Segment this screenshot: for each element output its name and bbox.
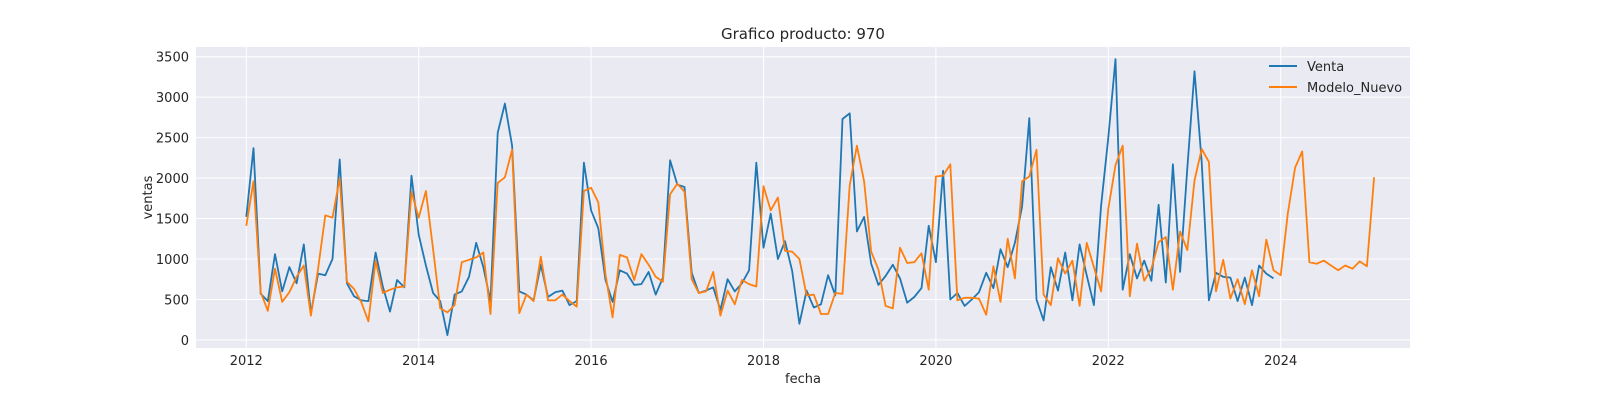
x-tick-label: 2016 [575,354,608,369]
x-tick-label: 2014 [402,354,435,369]
x-tick-label: 2024 [1264,354,1297,369]
x-tick-label: 2022 [1092,354,1125,369]
series-line-modelo-nuevo [245,144,1375,323]
y-tick-label: 1000 [156,253,189,268]
y-axis-label: ventas [141,175,156,219]
y-tick-label: 2500 [156,132,189,147]
x-tick-label: 2012 [230,354,263,369]
y-tick-label: 500 [164,293,189,308]
y-tick-label: 1500 [156,213,189,228]
y-tick-label: 3000 [156,91,189,106]
chart-title: Grafico producto: 970 [721,25,885,43]
x-tick-label: 2020 [919,354,952,369]
y-axis-ticks: 0 500 1000 1500 2000 2500 3000 3500 [156,51,189,349]
series-lines [245,58,1375,337]
y-tick-label: 0 [181,334,189,349]
plot-area [196,47,1410,348]
x-axis-ticks: 2012 2014 2016 2018 2020 2022 2024 [230,354,1298,369]
series-line-venta [245,58,1274,337]
grid [196,47,1410,348]
y-tick-label: 3500 [156,51,189,66]
legend-label-modelo-nuevo: Modelo_Nuevo [1307,81,1402,96]
x-tick-label: 2018 [747,354,780,369]
legend: Venta Modelo_Nuevo [1269,60,1402,96]
legend-label-venta: Venta [1307,60,1344,75]
x-axis-label: fecha [785,372,821,387]
y-tick-label: 2000 [156,172,189,187]
